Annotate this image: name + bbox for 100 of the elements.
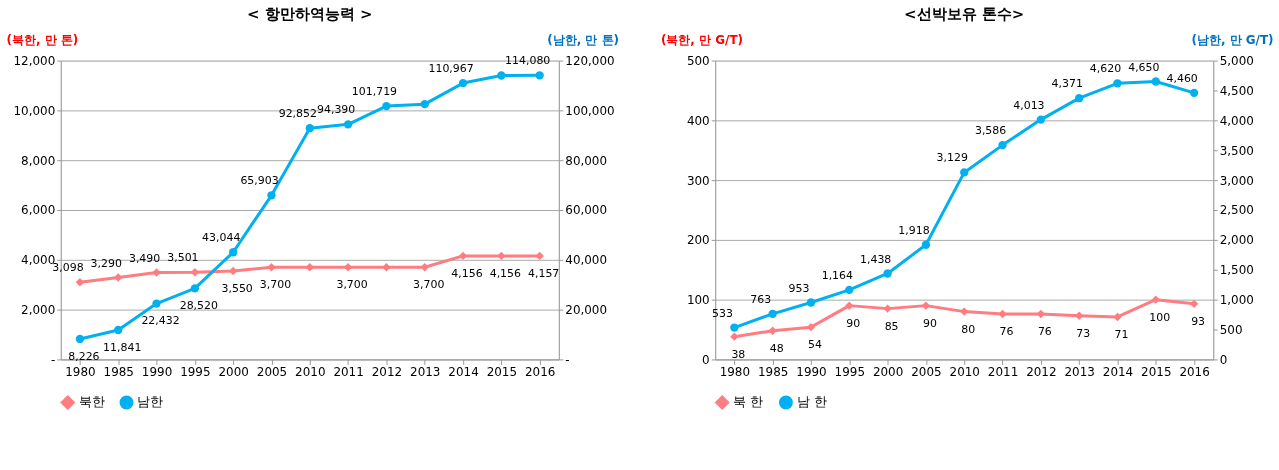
data-label: 22,432 [141, 314, 180, 328]
y2-tick-label: 1,500 [1219, 263, 1254, 278]
data-label: 4,013 [1013, 98, 1045, 112]
y-tick-label: 100 [686, 293, 710, 308]
data-label: 92,852 [278, 107, 317, 121]
x-tick-label: 1990 [796, 364, 827, 379]
y2-tick-label: 2,000 [1219, 233, 1254, 248]
data-label: 4,650 [1128, 60, 1160, 74]
y2-tick-label: 120,000 [565, 54, 615, 69]
data-label: 110,967 [428, 62, 474, 76]
data-label: 38 [731, 347, 746, 361]
point [883, 269, 892, 278]
y-tick-label: 500 [686, 54, 710, 69]
data-label: 71 [1114, 327, 1129, 341]
y-tick-label: 2,000 [21, 303, 56, 318]
y-tick-label: 8,000 [21, 153, 56, 168]
point [1151, 295, 1160, 304]
x-tick-label: 1985 [757, 364, 789, 379]
x-tick-label: 1995 [180, 364, 211, 379]
point [382, 101, 391, 111]
y-axis-title: (북한, 만 G/T) [660, 33, 743, 48]
data-label: 76 [999, 324, 1014, 338]
x-tick-label: 2014 [1102, 364, 1134, 379]
point [267, 263, 276, 272]
data-label: 4,371 [1051, 77, 1083, 91]
data-label: 101,719 [351, 85, 398, 99]
y2-axis-title: (남한, 만 톤) [547, 33, 620, 48]
point [883, 304, 892, 313]
data-label: 3,586 [974, 124, 1007, 138]
x-tick-label: 2005 [911, 364, 942, 379]
y2-tick-label: 500 [1219, 323, 1243, 338]
y-tick-label: 10,000 [13, 103, 56, 118]
data-label: 73 [1076, 326, 1091, 340]
y2-tick-label: - [565, 352, 570, 367]
point [768, 326, 777, 335]
data-label: 90 [846, 316, 861, 330]
y2-tick-label: 3,000 [1219, 173, 1254, 188]
data-label: 533 [711, 306, 733, 320]
x-tick-label: 2010 [949, 364, 980, 379]
y-tick-label: 300 [686, 173, 710, 188]
data-label: 3,129 [936, 151, 968, 165]
y-tick-label: - [50, 352, 56, 367]
x-tick-label: 2013 [410, 364, 441, 379]
y2-tick-label: 4,500 [1219, 83, 1254, 98]
y2-tick-label: 20,000 [565, 303, 608, 318]
data-label: 76 [1037, 324, 1052, 338]
data-label: 85 [884, 319, 899, 333]
data-label: 11,841 [103, 340, 142, 354]
data-label: 65,903 [240, 174, 279, 188]
data-label: 94,390 [317, 103, 356, 117]
y2-tick-label: 100,000 [565, 103, 615, 118]
data-label: 100 [1149, 310, 1171, 324]
data-label: 763 [750, 292, 772, 306]
point [1189, 88, 1199, 98]
x-tick-label: 2012 [371, 364, 403, 379]
data-label: 114,080 [505, 54, 551, 68]
y2-tick-label: 3,500 [1219, 143, 1254, 158]
data-label: 1,164 [821, 268, 854, 282]
point [1075, 311, 1084, 320]
x-tick-label: 2016 [1179, 364, 1210, 379]
point [75, 278, 85, 287]
y2-tick-label: 0 [1219, 352, 1228, 367]
legend-label: 북한 [78, 394, 105, 410]
y2-tick-label: 1,000 [1219, 293, 1254, 308]
data-label: 4,157 [527, 266, 560, 280]
chart-title: < 항만하역능력 > [247, 4, 373, 23]
x-tick-label: 2000 [872, 364, 904, 379]
data-label: 3,501 [167, 251, 199, 265]
point [845, 301, 854, 310]
x-tick-label: 2010 [295, 364, 326, 379]
data-label: 4,620 [1089, 62, 1122, 76]
point [535, 71, 544, 80]
x-tick-label: 2011 [333, 364, 364, 379]
point [420, 263, 429, 272]
data-label: 43,044 [202, 231, 241, 245]
y2-tick-label: 40,000 [565, 253, 608, 268]
x-tick-label: 2000 [218, 364, 249, 379]
point [1075, 94, 1084, 103]
point [535, 251, 544, 261]
y-tick-label: 6,000 [21, 203, 56, 218]
legend-label: 남한 [137, 394, 164, 410]
data-label: 90 [922, 316, 937, 330]
point [998, 140, 1007, 150]
y-tick-label: 12,000 [13, 54, 56, 69]
x-tick-label: 1980 [719, 364, 751, 379]
point [343, 120, 353, 129]
point [305, 263, 314, 272]
data-label: 28,520 [179, 299, 219, 313]
chart-title: <선박보유 톤수> [904, 4, 1025, 23]
legend-label: 남 한 [796, 394, 828, 410]
point [229, 266, 238, 276]
y-tick-label: 200 [686, 233, 710, 248]
data-label: 80 [961, 322, 976, 336]
point [1113, 312, 1122, 322]
point [305, 124, 314, 133]
data-label: 93 [1191, 314, 1206, 328]
data-label: 4,460 [1166, 71, 1198, 85]
data-label: 1,918 [898, 223, 930, 237]
x-tick-label: 2013 [1064, 364, 1095, 379]
data-label: 54 [808, 338, 822, 352]
